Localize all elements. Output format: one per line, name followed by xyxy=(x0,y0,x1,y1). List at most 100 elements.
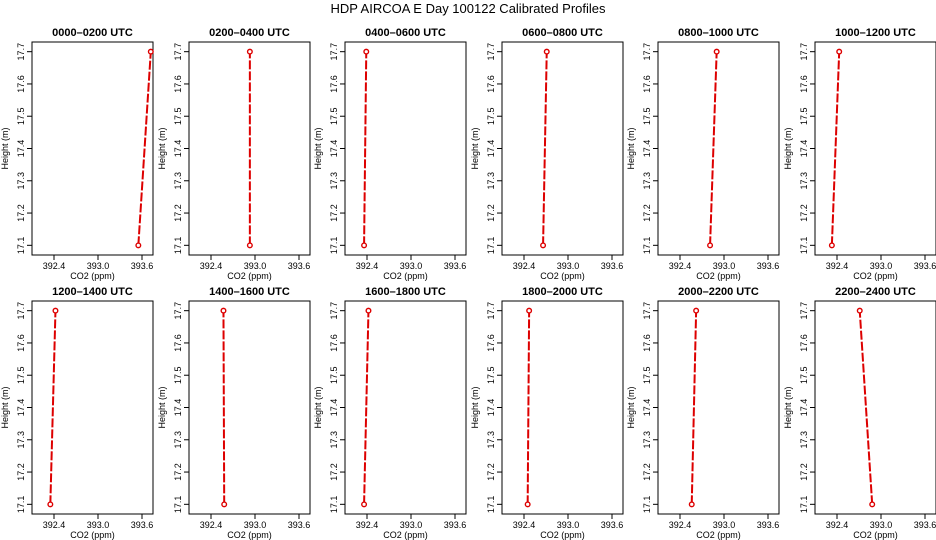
plot-frame xyxy=(814,300,936,515)
y-tick-label: 17.4 xyxy=(16,399,26,417)
x-axis-label: CO2 (ppm) xyxy=(696,530,741,540)
panel-title: 1800–2000 UTC xyxy=(522,286,603,298)
y-axis-label: Height (m) xyxy=(157,127,167,169)
y-tick-label: 17.2 xyxy=(642,204,652,222)
x-tick-label: 392.4 xyxy=(200,520,223,530)
plot-frame xyxy=(188,300,311,515)
x-tick-label: 393.6 xyxy=(757,520,780,530)
y-tick-label: 17.1 xyxy=(486,237,496,255)
series-line xyxy=(363,310,370,505)
y-tick-label: 17.2 xyxy=(486,463,496,481)
panel-9: 1600–1800 UTC 392.4 393.0 393.6 17.1 17.2 17.3… xyxy=(313,286,467,540)
data-point xyxy=(707,242,714,249)
x-tick-label: 393.0 xyxy=(244,261,267,271)
x-axis-label: CO2 (ppm) xyxy=(853,271,898,281)
y-axis-label: Height (m) xyxy=(470,386,480,428)
y-tick-label: 17.6 xyxy=(16,75,26,93)
data-point xyxy=(135,242,142,249)
x-tick-label: 393.0 xyxy=(870,520,893,530)
y-tick-label: 17.4 xyxy=(799,140,809,158)
x-axis-label: CO2 (ppm) xyxy=(383,530,428,540)
y-tick-label: 17.1 xyxy=(329,237,339,255)
x-axis-label: CO2 (ppm) xyxy=(70,530,115,540)
y-tick-label: 17.1 xyxy=(16,237,26,255)
y-tick-label: 17.5 xyxy=(173,107,183,125)
x-tick-label: 392.4 xyxy=(356,520,379,530)
y-tick-label: 17.1 xyxy=(173,237,183,255)
x-tick-label: 393.6 xyxy=(601,261,624,271)
panel-5: 0800–1000 UTC 392.4 393.0 393.6 17.1 17.2 17.3… xyxy=(626,27,780,281)
series-line xyxy=(709,51,718,246)
data-point xyxy=(365,307,372,314)
x-axis-label: CO2 (ppm) xyxy=(70,271,115,281)
x-axis-label: CO2 (ppm) xyxy=(227,271,272,281)
y-axis-label: Height (m) xyxy=(783,127,793,169)
x-axis-label: CO2 (ppm) xyxy=(227,530,272,540)
plot-frame xyxy=(657,41,780,256)
y-tick-label: 17.4 xyxy=(642,140,652,158)
panel-1: 0000–0200 UTC 392.4 393.0 393.6 17.1 17.2 17.3… xyxy=(0,27,154,281)
y-tick-label: 17.7 xyxy=(329,43,339,61)
y-tick-label: 17.5 xyxy=(486,107,496,125)
y-tick-label: 17.2 xyxy=(16,463,26,481)
plot-frame xyxy=(344,41,467,256)
y-tick-label: 17.3 xyxy=(329,431,339,449)
y-tick-label: 17.6 xyxy=(642,334,652,352)
data-point xyxy=(828,242,835,249)
y-axis-label: Height (m) xyxy=(470,127,480,169)
y-tick-label: 17.7 xyxy=(16,302,26,320)
series-line xyxy=(137,51,152,246)
y-tick-label: 17.3 xyxy=(486,172,496,190)
y-tick-label: 17.5 xyxy=(642,107,652,125)
x-tick-label: 392.4 xyxy=(43,261,66,271)
panel-title: 0400–0600 UTC xyxy=(365,27,446,39)
data-point xyxy=(836,48,843,55)
y-tick-label: 17.3 xyxy=(173,172,183,190)
y-tick-label: 17.4 xyxy=(486,140,496,158)
panel-8: 1400–1600 UTC 392.4 393.0 393.6 17.1 17.2 17.3… xyxy=(157,286,311,540)
series-line xyxy=(49,310,57,505)
x-tick-label: 393.6 xyxy=(288,520,311,530)
x-tick-label: 393.0 xyxy=(870,261,893,271)
y-tick-label: 17.2 xyxy=(642,463,652,481)
panel-title: 0200–0400 UTC xyxy=(209,27,290,39)
data-point xyxy=(869,501,876,508)
data-point xyxy=(147,48,154,55)
y-tick-label: 17.3 xyxy=(173,431,183,449)
y-tick-label: 17.5 xyxy=(16,366,26,384)
x-tick-label: 393.6 xyxy=(914,520,936,530)
y-tick-label: 17.3 xyxy=(329,172,339,190)
y-tick-label: 17.5 xyxy=(329,366,339,384)
y-tick-label: 17.6 xyxy=(329,334,339,352)
x-tick-label: 392.4 xyxy=(513,520,536,530)
panel-2: 0200–0400 UTC 392.4 393.0 393.6 17.1 17.2 17.3… xyxy=(157,27,311,281)
y-tick-label: 17.7 xyxy=(642,302,652,320)
y-tick-label: 17.5 xyxy=(16,107,26,125)
y-tick-label: 17.5 xyxy=(486,366,496,384)
panel-7: 1200–1400 UTC 392.4 393.0 393.6 17.1 17.2 17.3… xyxy=(0,286,154,540)
x-tick-label: 393.0 xyxy=(244,520,267,530)
x-tick-label: 392.4 xyxy=(43,520,66,530)
y-tick-label: 17.1 xyxy=(642,237,652,255)
data-point xyxy=(713,48,720,55)
panel-title: 1600–1800 UTC xyxy=(365,286,446,298)
x-tick-label: 393.0 xyxy=(87,261,110,271)
y-tick-label: 17.6 xyxy=(799,334,809,352)
y-tick-label: 17.7 xyxy=(799,43,809,61)
panel-12: 2200–2400 UTC 392.4 393.0 393.6 17.1 17.2 17.3… xyxy=(783,286,936,540)
data-point xyxy=(361,242,368,249)
series-line xyxy=(690,310,698,505)
y-tick-label: 17.1 xyxy=(642,496,652,514)
series-line xyxy=(542,51,548,246)
x-tick-label: 393.0 xyxy=(713,520,736,530)
y-tick-label: 17.4 xyxy=(799,399,809,417)
y-tick-label: 17.1 xyxy=(799,496,809,514)
x-axis-label: CO2 (ppm) xyxy=(696,271,741,281)
y-tick-label: 17.6 xyxy=(486,75,496,93)
y-tick-label: 17.5 xyxy=(173,366,183,384)
data-point xyxy=(540,242,547,249)
y-tick-label: 17.3 xyxy=(799,172,809,190)
x-tick-label: 393.6 xyxy=(757,261,780,271)
y-tick-label: 17.6 xyxy=(799,75,809,93)
